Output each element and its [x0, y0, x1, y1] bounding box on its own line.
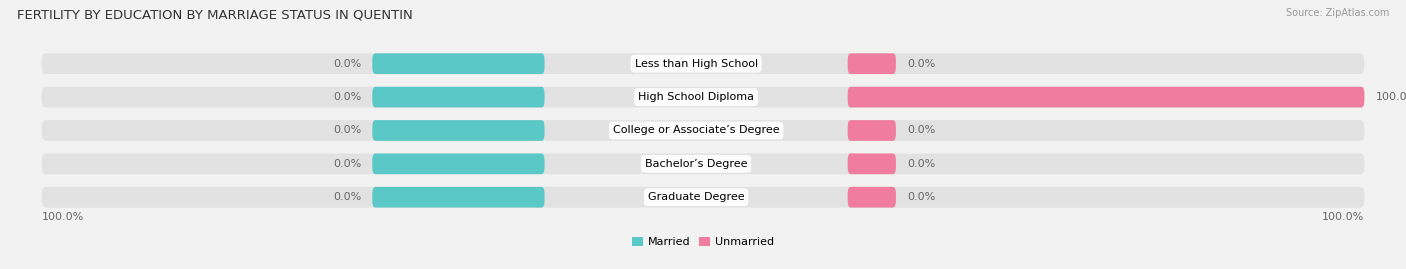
Text: 100.0%: 100.0% — [42, 212, 84, 222]
FancyBboxPatch shape — [848, 154, 896, 174]
Text: 0.0%: 0.0% — [907, 125, 935, 136]
Text: Bachelor’s Degree: Bachelor’s Degree — [645, 159, 748, 169]
FancyBboxPatch shape — [42, 187, 1364, 208]
Text: 0.0%: 0.0% — [333, 59, 361, 69]
Text: Less than High School: Less than High School — [634, 59, 758, 69]
FancyBboxPatch shape — [42, 154, 1364, 174]
Text: High School Diploma: High School Diploma — [638, 92, 754, 102]
Text: FERTILITY BY EDUCATION BY MARRIAGE STATUS IN QUENTIN: FERTILITY BY EDUCATION BY MARRIAGE STATU… — [17, 8, 412, 21]
Text: 0.0%: 0.0% — [333, 92, 361, 102]
FancyBboxPatch shape — [373, 154, 544, 174]
Text: 0.0%: 0.0% — [333, 192, 361, 202]
Text: 0.0%: 0.0% — [333, 125, 361, 136]
FancyBboxPatch shape — [42, 87, 1364, 107]
FancyBboxPatch shape — [373, 187, 544, 208]
FancyBboxPatch shape — [42, 53, 1364, 74]
FancyBboxPatch shape — [373, 53, 544, 74]
Text: Source: ZipAtlas.com: Source: ZipAtlas.com — [1285, 8, 1389, 18]
FancyBboxPatch shape — [848, 120, 896, 141]
FancyBboxPatch shape — [42, 120, 1364, 141]
FancyBboxPatch shape — [848, 87, 1364, 107]
Text: 0.0%: 0.0% — [907, 192, 935, 202]
Text: 100.0%: 100.0% — [1375, 92, 1406, 102]
Legend: Married, Unmarried: Married, Unmarried — [633, 237, 773, 247]
FancyBboxPatch shape — [848, 53, 896, 74]
Text: College or Associate’s Degree: College or Associate’s Degree — [613, 125, 779, 136]
Text: 0.0%: 0.0% — [907, 59, 935, 69]
Text: 100.0%: 100.0% — [1322, 212, 1364, 222]
FancyBboxPatch shape — [373, 120, 544, 141]
Text: Graduate Degree: Graduate Degree — [648, 192, 744, 202]
Text: 0.0%: 0.0% — [333, 159, 361, 169]
FancyBboxPatch shape — [848, 187, 896, 208]
Text: 0.0%: 0.0% — [907, 159, 935, 169]
FancyBboxPatch shape — [373, 87, 544, 107]
